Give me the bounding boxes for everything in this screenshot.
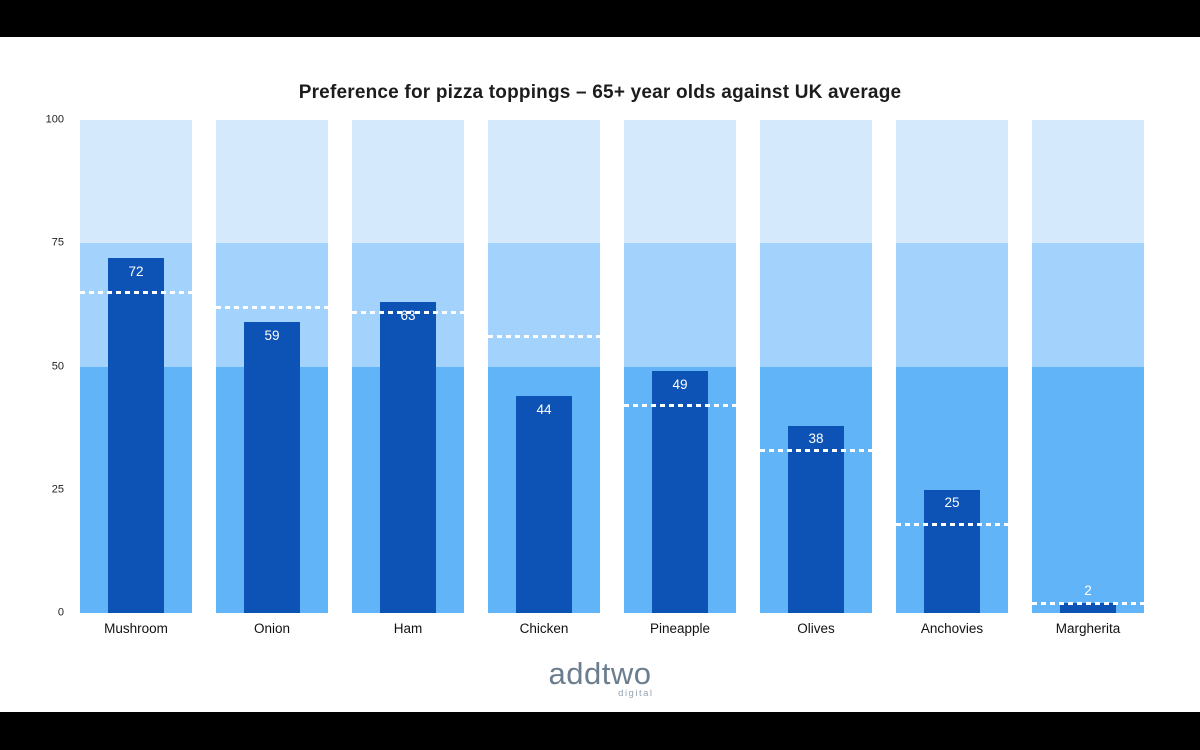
- band-50-75: [488, 243, 600, 367]
- category-column: 25: [896, 120, 1008, 613]
- band-75-100: [624, 120, 736, 244]
- band-75-100: [1032, 120, 1144, 244]
- category-column: 49: [624, 120, 736, 613]
- value-label: 49: [672, 376, 688, 392]
- band-75-100: [896, 120, 1008, 244]
- x-tick-label: Anchovies: [920, 621, 984, 636]
- band-50-75: [1032, 243, 1144, 367]
- value-bar: [108, 258, 164, 613]
- value-bar: [1060, 603, 1116, 613]
- category-column: 2: [1032, 120, 1144, 613]
- value-label: 2: [1084, 582, 1092, 598]
- x-tick-label: Olives: [797, 621, 835, 636]
- y-axis: 0 25 50 75 100: [34, 114, 72, 618]
- value-label: 38: [808, 431, 824, 447]
- uk-average-line: [760, 448, 872, 452]
- brand-logo-inner: addtwo digital: [548, 656, 652, 699]
- chart-title: Preference for pizza toppings – 65+ year…: [298, 82, 902, 103]
- columns: 72 59 63 44 49 38 25 2: [80, 120, 1144, 613]
- band-75-100: [760, 120, 872, 244]
- x-tick-label: Chicken: [519, 621, 569, 636]
- y-tick-label: 75: [51, 236, 64, 249]
- uk-average-line: [896, 522, 1008, 526]
- category-column: 44: [488, 120, 600, 613]
- brand-sub-label: digital: [618, 688, 654, 699]
- value-bar: [652, 371, 708, 613]
- plot-area: 0 25 50 75 100 72 59 63 44 49 38 25 2: [46, 114, 1144, 618]
- uk-average-line: [80, 291, 192, 295]
- band-50-75: [760, 243, 872, 367]
- band-75-100: [488, 120, 600, 244]
- value-label: 59: [264, 327, 280, 343]
- uk-average-line: [1032, 601, 1144, 605]
- x-tick-label: Ham: [393, 621, 423, 636]
- category-column: 59: [216, 120, 328, 613]
- x-tick-label: Margherita: [1055, 621, 1121, 636]
- category-column: 63: [352, 120, 464, 613]
- y-tick-label: 0: [57, 606, 64, 619]
- y-tick-label: 50: [51, 360, 64, 372]
- brand-name: addtwo: [548, 656, 652, 691]
- uk-average-line: [624, 404, 736, 408]
- x-tick-label: Mushroom: [104, 621, 168, 636]
- band-50-75: [624, 243, 736, 367]
- x-tick-label: Onion: [253, 621, 291, 636]
- band-0-50: [1032, 366, 1144, 613]
- uk-average-line: [488, 335, 600, 339]
- value-bar: [380, 302, 436, 613]
- letterbox-top: [0, 0, 1200, 37]
- value-bar: [924, 489, 980, 613]
- brand-logo: addtwo digital: [0, 656, 1200, 699]
- x-tick-label: Pineapple: [649, 621, 711, 636]
- value-bar: [244, 322, 300, 613]
- x-axis: Mushroom Onion Ham Chicken Pineapple Olives An…: [80, 621, 1144, 637]
- uk-average-line: [216, 305, 328, 309]
- value-label: 25: [944, 495, 960, 511]
- category-column: 72: [80, 120, 192, 613]
- value-bar: [788, 425, 844, 613]
- category-column: 38: [760, 120, 872, 613]
- uk-average-line: [352, 310, 464, 314]
- band-75-100: [80, 120, 192, 244]
- value-bar: [516, 396, 572, 613]
- band-75-100: [216, 120, 328, 244]
- y-tick-label: 100: [45, 113, 64, 126]
- letterbox-bottom: [0, 712, 1200, 750]
- y-tick-label: 25: [51, 483, 64, 496]
- band-75-100: [352, 120, 464, 244]
- band-50-75: [896, 243, 1008, 367]
- value-label: 44: [536, 401, 552, 417]
- value-label: 72: [128, 263, 144, 279]
